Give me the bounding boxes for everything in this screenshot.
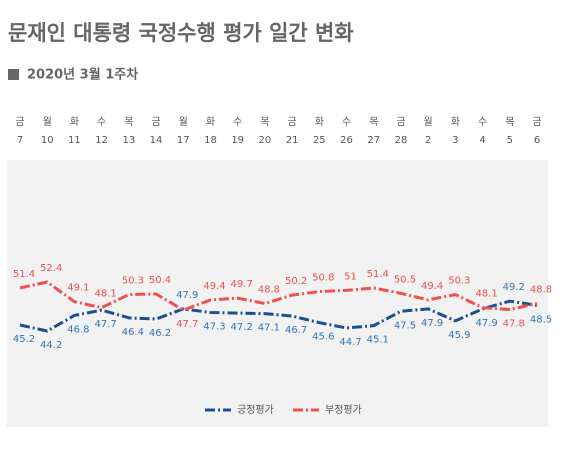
value-label: 51.4 bbox=[13, 269, 35, 280]
x-tick-label: 21 bbox=[286, 135, 299, 146]
x-tick-label: 28 bbox=[395, 135, 408, 146]
value-label: 47.2 bbox=[231, 322, 253, 333]
x-tick-label: 18 bbox=[204, 135, 217, 146]
x-weekday-label: 목 bbox=[260, 116, 269, 128]
legend-label: 긍정평가 bbox=[237, 404, 274, 416]
x-tick-label: 19 bbox=[231, 135, 244, 146]
x-tick-label: 13 bbox=[122, 135, 135, 146]
x-weekday-label: 화 bbox=[451, 116, 460, 128]
x-tick-label: 27 bbox=[367, 135, 380, 146]
x-tick-label: 26 bbox=[340, 135, 353, 146]
x-tick-label: 6 bbox=[534, 135, 540, 146]
x-weekday-label: 수 bbox=[478, 116, 487, 128]
value-label: 50.3 bbox=[122, 276, 144, 287]
plot-area bbox=[7, 160, 548, 427]
value-label: 50.5 bbox=[394, 274, 416, 285]
chart-title: 문재인 대통령 국정수행 평가 일간 변화 bbox=[8, 21, 354, 45]
value-label: 45.6 bbox=[312, 332, 334, 343]
x-tick-label: 11 bbox=[68, 135, 81, 146]
value-label: 47.9 bbox=[421, 318, 443, 329]
value-label: 44.7 bbox=[339, 337, 361, 348]
value-label: 48.8 bbox=[258, 285, 280, 296]
value-label: 47.7 bbox=[176, 319, 198, 330]
x-weekday-label: 수 bbox=[342, 116, 351, 128]
value-label: 50.2 bbox=[285, 276, 307, 287]
x-tick-label: 14 bbox=[150, 135, 163, 146]
value-label: 47.8 bbox=[503, 318, 525, 329]
x-weekday-label: 화 bbox=[315, 116, 324, 128]
value-label: 47.3 bbox=[203, 321, 225, 332]
series-line bbox=[19, 280, 538, 312]
value-label: 46.8 bbox=[67, 324, 89, 335]
value-label: 51.4 bbox=[367, 269, 389, 280]
value-label: 45.1 bbox=[367, 335, 389, 346]
x-tick-label: 20 bbox=[259, 135, 272, 146]
x-weekday-label: 월 bbox=[43, 116, 52, 128]
value-label: 47.9 bbox=[475, 318, 497, 329]
value-label: 49.4 bbox=[203, 281, 225, 292]
value-label: 50.3 bbox=[448, 276, 470, 287]
value-label: 47.9 bbox=[176, 290, 198, 301]
x-weekday-label: 수 bbox=[97, 116, 106, 128]
x-tick-label: 25 bbox=[313, 135, 326, 146]
x-weekday-label: 화 bbox=[70, 116, 79, 128]
value-label: 52.4 bbox=[40, 263, 62, 274]
value-label: 46.4 bbox=[122, 327, 144, 338]
x-weekday-label: 수 bbox=[233, 116, 242, 128]
x-weekday-label: 목 bbox=[124, 116, 133, 128]
value-label: 44.2 bbox=[40, 340, 62, 351]
x-weekday-label: 금 bbox=[151, 116, 160, 128]
value-label: 49.1 bbox=[67, 283, 89, 294]
x-tick-label: 7 bbox=[17, 135, 23, 146]
chart-subtitle: 2020년 3월 1주차 bbox=[27, 67, 138, 83]
value-label: 48.5 bbox=[530, 314, 552, 325]
value-label: 48.1 bbox=[94, 289, 116, 300]
value-label: 47.7 bbox=[94, 319, 116, 330]
value-label: 49.2 bbox=[503, 282, 525, 293]
value-label: 48.1 bbox=[475, 289, 497, 300]
series-line bbox=[19, 299, 538, 333]
value-label: 46.2 bbox=[149, 328, 171, 339]
x-weekday-label: 금 bbox=[532, 116, 541, 128]
x-tick-label: 10 bbox=[41, 135, 54, 146]
x-weekday-label: 월 bbox=[424, 116, 433, 128]
x-tick-label: 5 bbox=[507, 135, 513, 146]
value-label: 46.7 bbox=[285, 325, 307, 336]
value-label: 45.9 bbox=[448, 330, 470, 341]
x-weekday-label: 화 bbox=[206, 116, 215, 128]
x-tick-label: 2 bbox=[425, 135, 431, 146]
x-weekday-label: 금 bbox=[15, 116, 24, 128]
value-label: 47.1 bbox=[258, 323, 280, 334]
value-label: 48.8 bbox=[530, 285, 552, 296]
value-label: 49.7 bbox=[231, 279, 253, 290]
x-weekday-label: 목 bbox=[369, 116, 378, 128]
subtitle-icon bbox=[8, 69, 19, 80]
value-label: 45.2 bbox=[13, 334, 35, 345]
x-tick-label: 3 bbox=[452, 135, 458, 146]
x-weekday-label: 목 bbox=[505, 116, 514, 128]
value-label: 50.8 bbox=[312, 273, 334, 284]
x-tick-label: 17 bbox=[177, 135, 190, 146]
legend-label: 부정평가 bbox=[325, 404, 362, 416]
x-tick-label: 4 bbox=[479, 135, 485, 146]
value-label: 50.4 bbox=[149, 275, 171, 286]
x-weekday-label: 월 bbox=[179, 116, 188, 128]
x-tick-label: 12 bbox=[95, 135, 108, 146]
value-label: 49.4 bbox=[421, 281, 443, 292]
value-label: 47.5 bbox=[394, 320, 416, 331]
value-label: 51 bbox=[344, 271, 357, 282]
x-weekday-label: 금 bbox=[288, 116, 297, 128]
x-weekday-label: 금 bbox=[396, 116, 405, 128]
